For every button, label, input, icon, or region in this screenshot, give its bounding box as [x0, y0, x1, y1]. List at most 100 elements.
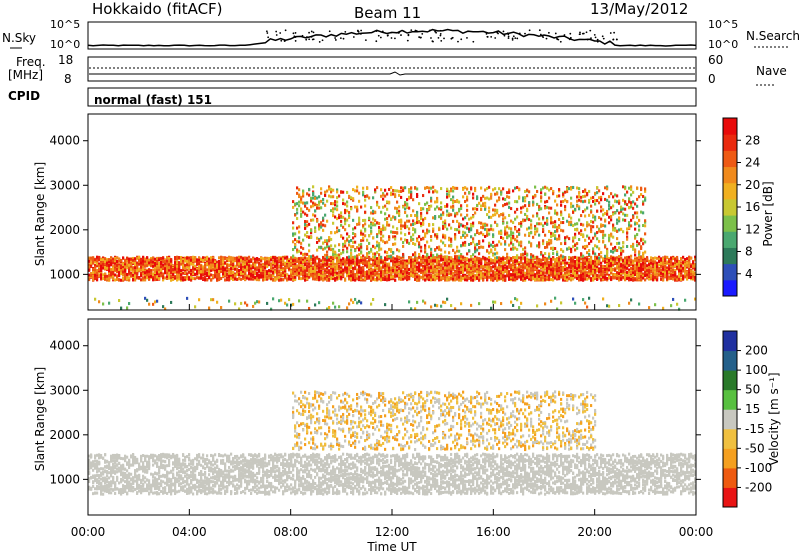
- power-cell: [246, 263, 248, 266]
- power-cell: [394, 242, 396, 245]
- power-cell: [448, 244, 450, 247]
- power-cell: [414, 265, 416, 268]
- nsearch-point: [353, 36, 355, 38]
- power-cell: [392, 193, 394, 196]
- power-cell: [490, 248, 492, 251]
- power-cell: [478, 252, 480, 255]
- power-cell: [464, 192, 466, 195]
- power-cell: [454, 255, 456, 258]
- power-cell: [310, 229, 312, 232]
- power-cell: [404, 277, 406, 280]
- power-cell: [418, 241, 420, 244]
- power-cell: [450, 245, 452, 248]
- power-cell: [310, 219, 312, 222]
- power-cell: [174, 275, 176, 278]
- power-cell: [156, 266, 158, 269]
- power-cell: [334, 266, 336, 269]
- power-cell: [356, 274, 358, 277]
- power-cell: [392, 231, 394, 234]
- power-cell: [348, 195, 350, 198]
- power-cell: [342, 226, 344, 229]
- power-cell: [254, 302, 256, 305]
- power-cell: [466, 257, 468, 260]
- power-cell: [324, 239, 326, 242]
- power-cell: [340, 211, 342, 214]
- power-cell: [166, 265, 168, 268]
- nsearch-point: [569, 33, 571, 35]
- power-cell: [376, 235, 378, 238]
- power-cell: [346, 219, 348, 222]
- power-cell: [386, 265, 388, 268]
- power-cell: [494, 187, 496, 190]
- power-cell: [430, 305, 432, 308]
- power-cell: [474, 260, 476, 263]
- power-cell: [140, 258, 142, 261]
- power-cell: [258, 276, 260, 279]
- power-cell: [414, 214, 416, 217]
- power-cell: [404, 263, 406, 266]
- power-cell: [156, 276, 158, 279]
- power-cell: [230, 272, 232, 275]
- power-cell: [434, 217, 436, 220]
- power-cell: [446, 298, 448, 301]
- power-cell: [292, 206, 294, 209]
- power-cell: [374, 261, 376, 264]
- power-cell: [442, 274, 444, 277]
- power-cell: [408, 300, 410, 303]
- power-cell: [244, 276, 246, 279]
- power-cell: [134, 266, 136, 269]
- power-cell: [496, 192, 498, 195]
- power-cell: [432, 278, 434, 281]
- power-cell: [278, 264, 280, 267]
- power-cell: [366, 262, 368, 265]
- nsky-tick-bottom: 10^0: [50, 38, 80, 51]
- power-cell: [300, 269, 302, 272]
- nsearch-point: [276, 34, 278, 36]
- power-cell: [238, 259, 240, 262]
- power-cell: [492, 245, 494, 248]
- power-cell: [120, 259, 122, 262]
- power-cell: [316, 237, 318, 240]
- power-cell: [98, 268, 100, 271]
- power-cell: [204, 276, 206, 279]
- power-cell: [122, 268, 124, 271]
- power-cell: [272, 266, 274, 269]
- power-cell: [492, 277, 494, 280]
- power-cell: [128, 302, 130, 305]
- power-cell: [428, 276, 430, 279]
- power-cell: [458, 231, 460, 234]
- power-cell: [480, 231, 482, 234]
- power-cell: [94, 266, 96, 269]
- power-cell: [416, 279, 418, 282]
- nsearch-point: [275, 31, 277, 33]
- power-cell: [376, 201, 378, 204]
- power-cell: [452, 196, 454, 199]
- power-cell: [388, 224, 390, 227]
- power-cell: [386, 221, 388, 224]
- power-cell: [358, 200, 360, 203]
- power-cell: [460, 277, 462, 280]
- power-cell: [394, 237, 396, 240]
- power-cell: [298, 194, 300, 197]
- power-cell: [448, 238, 450, 241]
- power-cell: [470, 263, 472, 266]
- freq-series-line: [89, 72, 695, 75]
- power-cell: [102, 274, 104, 277]
- power-cell: [148, 278, 150, 281]
- power-cell: [372, 237, 374, 240]
- power-cell: [396, 207, 398, 210]
- power-cell: [408, 242, 410, 245]
- power-cell: [258, 300, 260, 303]
- power-cell: [130, 263, 132, 266]
- power-cell: [460, 261, 462, 264]
- power-cell: [298, 204, 300, 207]
- power-cell: [440, 276, 442, 279]
- nsearch-point: [556, 38, 558, 40]
- power-cell: [116, 268, 118, 271]
- power-cell: [394, 260, 396, 263]
- power-cell: [150, 271, 152, 274]
- power-cell: [368, 234, 370, 237]
- power-cell: [378, 268, 380, 271]
- power-cell: [488, 242, 490, 245]
- power-cell: [308, 249, 310, 252]
